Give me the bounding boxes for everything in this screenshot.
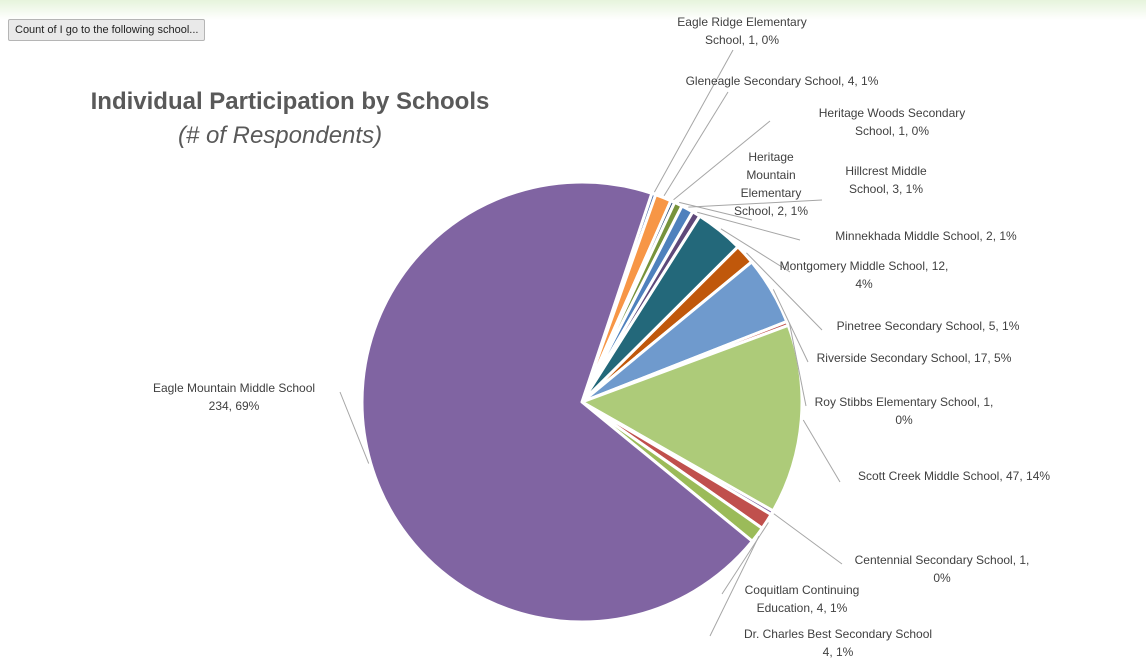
leader-line: [773, 513, 843, 565]
data-label-line: Heritage: [748, 150, 794, 164]
leader-lines: [339, 49, 843, 637]
data-label-line: School, 1, 0%: [705, 33, 779, 47]
data-label-line: Heritage Woods Secondary: [819, 106, 966, 120]
data-label-line: Centennial Secondary School, 1,: [855, 553, 1030, 567]
data-label: Dr. Charles Best Secondary School 4, 1%: [744, 627, 932, 659]
data-label-line: Montgomery Middle School, 12,: [780, 259, 949, 273]
data-label: Scott Creek Middle School, 47, 14%: [858, 469, 1050, 483]
data-label-line: Coquitlam Continuing: [745, 583, 860, 597]
leader-line: [721, 522, 769, 595]
leader-line: [746, 252, 823, 331]
data-label-line: 0%: [895, 413, 913, 427]
pivot-field-button[interactable]: Count of I go to the following school...: [8, 19, 206, 41]
data-label-line: Eagle Mountain Middle School: [153, 381, 315, 395]
leader-line: [688, 199, 823, 208]
data-label: Riverside Secondary School, 17, 5%: [817, 351, 1012, 365]
chart-title: Individual Participation by Schools: [90, 88, 490, 115]
data-label: Heritage Woods Secondary School, 1, 0%: [819, 106, 966, 138]
leader-line: [653, 49, 734, 193]
leader-line: [679, 201, 753, 221]
pie-slice: [360, 180, 754, 624]
data-label-line: Scott Creek Middle School, 47, 14%: [858, 469, 1050, 483]
leader-line: [673, 120, 771, 201]
data-label-line: Minnekhada Middle School, 2, 1%: [835, 229, 1017, 243]
data-label-line: 0%: [933, 571, 951, 585]
data-label: Centennial Secondary School, 1, 0%: [855, 553, 1030, 585]
background-band: [0, 0, 1146, 20]
data-label: Roy Stibbs Elementary School, 1, 0%: [815, 395, 994, 427]
data-label: Coquitlam Continuing Education, 4, 1%: [745, 583, 860, 615]
data-label-line: Education, 4, 1%: [757, 601, 848, 615]
leader-line: [697, 211, 801, 241]
data-labels: Eagle Ridge Elementary School, 1, 0% Glene…: [153, 15, 1050, 659]
data-label-line: Pinetree Secondary School, 5, 1%: [837, 319, 1020, 333]
leader-line: [663, 91, 729, 196]
data-label: Eagle Ridge Elementary School, 1, 0%: [677, 15, 806, 47]
data-label-line: Elementary: [741, 186, 802, 200]
data-label-line: Gleneagle Secondary School, 4, 1%: [686, 74, 879, 88]
data-label-line: Dr. Charles Best Secondary School: [744, 627, 932, 641]
data-label: Eagle Mountain Middle School 234, 69%: [153, 381, 315, 413]
data-label-line: Riverside Secondary School, 17, 5%: [817, 351, 1012, 365]
leader-line: [709, 535, 760, 637]
leader-line: [720, 228, 791, 273]
leader-line: [802, 419, 841, 483]
chart-subtitle: (# of Respondents): [177, 122, 383, 149]
pie-slices: [360, 180, 804, 624]
data-label: Montgomery Middle School, 12, 4%: [780, 259, 949, 291]
data-label: Pinetree Secondary School, 5, 1%: [837, 319, 1020, 333]
data-label: Minnekhada Middle School, 2, 1%: [835, 229, 1017, 243]
data-label-line: School, 1, 0%: [855, 124, 929, 138]
data-label-line: 4, 1%: [823, 645, 854, 659]
data-label-line: School, 3, 1%: [849, 182, 923, 196]
leader-line: [772, 289, 809, 363]
data-label: Hillcrest Middle School, 3, 1%: [845, 164, 927, 196]
data-label-line: 4%: [855, 277, 873, 291]
data-label-line: Mountain: [746, 168, 795, 182]
leader-line: [339, 391, 370, 464]
data-label-line: Hillcrest Middle: [845, 164, 927, 178]
data-label: Gleneagle Secondary School, 4, 1%: [686, 74, 879, 88]
data-label-line: Eagle Ridge Elementary: [677, 15, 806, 29]
data-label-line: Roy Stibbs Elementary School, 1,: [815, 395, 994, 409]
data-label-line: 234, 69%: [209, 399, 260, 413]
data-label-line: School, 2, 1%: [734, 204, 808, 218]
leader-line: [788, 322, 807, 407]
data-label: Heritage Mountain Elementary School, 2, 1%: [734, 150, 808, 218]
